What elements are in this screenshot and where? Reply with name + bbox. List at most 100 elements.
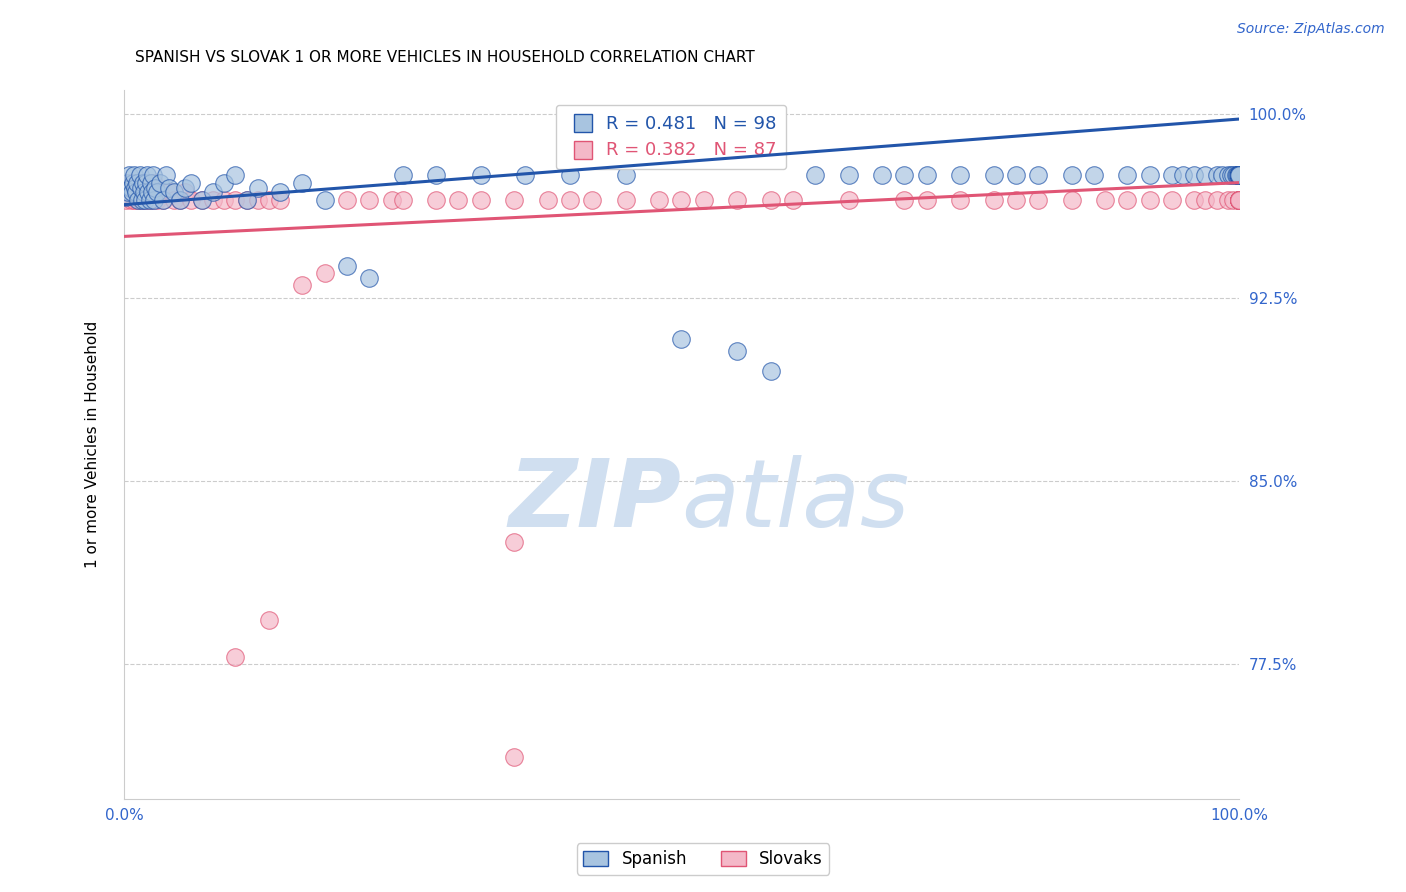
- Point: [1227, 169, 1250, 183]
- Point: [132, 193, 155, 207]
- Point: [120, 180, 142, 194]
- Point: [1227, 169, 1250, 183]
- Point: [1227, 169, 1250, 183]
- Legend: Spanish, Slovaks: Spanish, Slovaks: [576, 844, 830, 875]
- Point: [163, 186, 186, 200]
- Point: [1005, 169, 1028, 183]
- Point: [121, 176, 143, 190]
- Point: [838, 169, 860, 183]
- Point: [155, 169, 177, 183]
- Point: [132, 186, 155, 200]
- Point: [291, 176, 314, 190]
- Point: [180, 193, 202, 207]
- Point: [1220, 169, 1243, 183]
- Point: [127, 193, 149, 207]
- Point: [503, 193, 526, 207]
- Point: [224, 193, 246, 207]
- Point: [1182, 169, 1205, 183]
- Point: [129, 193, 152, 207]
- Point: [470, 193, 492, 207]
- Point: [169, 193, 191, 207]
- Point: [174, 186, 197, 200]
- Point: [380, 193, 402, 207]
- Point: [246, 193, 269, 207]
- Point: [983, 169, 1005, 183]
- Point: [125, 186, 148, 200]
- Point: [1227, 169, 1250, 183]
- Point: [614, 169, 637, 183]
- Point: [138, 193, 160, 207]
- Point: [136, 176, 159, 190]
- Point: [1227, 169, 1250, 183]
- Point: [558, 169, 581, 183]
- Point: [202, 193, 225, 207]
- Point: [671, 332, 693, 346]
- Point: [131, 176, 153, 190]
- Point: [915, 193, 938, 207]
- Point: [1227, 169, 1250, 183]
- Point: [114, 180, 136, 194]
- Point: [838, 193, 860, 207]
- Point: [132, 176, 155, 190]
- Point: [127, 176, 149, 190]
- Y-axis label: 1 or more Vehicles in Household: 1 or more Vehicles in Household: [86, 320, 100, 568]
- Point: [1225, 169, 1247, 183]
- Point: [1116, 169, 1139, 183]
- Point: [257, 613, 280, 627]
- Point: [139, 176, 162, 190]
- Point: [336, 193, 359, 207]
- Point: [142, 169, 165, 183]
- Point: [214, 176, 236, 190]
- Point: [1227, 193, 1250, 207]
- Point: [693, 193, 716, 207]
- Point: [246, 180, 269, 194]
- Point: [1216, 193, 1239, 207]
- Point: [1116, 193, 1139, 207]
- Text: atlas: atlas: [682, 456, 910, 547]
- Legend: R = 0.481   N = 98, R = 0.382   N = 87: R = 0.481 N = 98, R = 0.382 N = 87: [555, 105, 786, 169]
- Point: [180, 176, 202, 190]
- Point: [117, 186, 139, 200]
- Point: [1227, 193, 1250, 207]
- Point: [224, 169, 246, 183]
- Point: [1161, 169, 1184, 183]
- Point: [1139, 193, 1161, 207]
- Point: [470, 169, 492, 183]
- Point: [1205, 193, 1227, 207]
- Point: [117, 186, 139, 200]
- Point: [1211, 169, 1233, 183]
- Point: [127, 193, 149, 207]
- Point: [157, 180, 180, 194]
- Point: [759, 193, 782, 207]
- Point: [125, 176, 148, 190]
- Point: [1216, 169, 1239, 183]
- Point: [122, 169, 145, 183]
- Point: [224, 649, 246, 664]
- Point: [1226, 169, 1249, 183]
- Point: [949, 169, 972, 183]
- Point: [169, 193, 191, 207]
- Point: [1227, 169, 1250, 183]
- Point: [1227, 169, 1250, 183]
- Point: [1227, 169, 1250, 183]
- Point: [1094, 193, 1116, 207]
- Point: [163, 193, 186, 207]
- Point: [725, 193, 748, 207]
- Point: [671, 193, 693, 207]
- Point: [138, 193, 160, 207]
- Point: [1194, 169, 1216, 183]
- Point: [1222, 193, 1244, 207]
- Point: [949, 193, 972, 207]
- Point: [115, 190, 138, 204]
- Point: [558, 193, 581, 207]
- Point: [121, 186, 143, 200]
- Point: [503, 535, 526, 549]
- Point: [1205, 169, 1227, 183]
- Point: [152, 193, 174, 207]
- Point: [1227, 193, 1250, 207]
- Point: [1227, 193, 1250, 207]
- Point: [146, 193, 169, 207]
- Point: [1005, 193, 1028, 207]
- Point: [291, 278, 314, 293]
- Point: [1227, 169, 1250, 183]
